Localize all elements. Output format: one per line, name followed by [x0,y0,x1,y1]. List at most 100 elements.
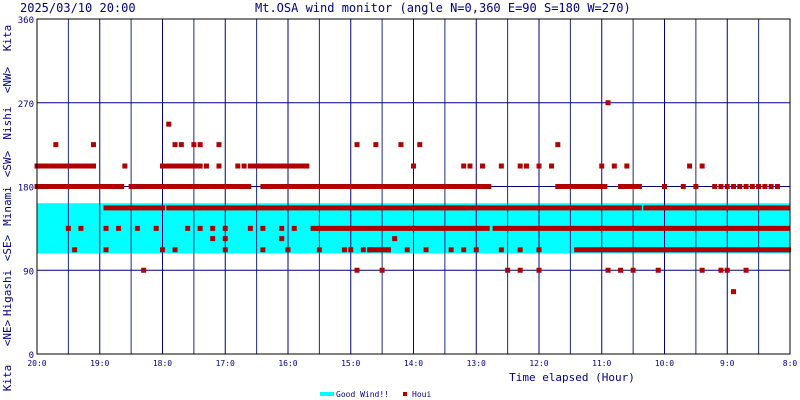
data-point [756,225,762,231]
data-point [429,184,435,189]
data-point [227,205,233,211]
data-point [241,163,247,169]
data-point [484,225,490,231]
data-point [298,184,304,189]
data-point [600,225,606,231]
data-point [589,205,595,211]
data-point [172,247,178,253]
data-point [676,205,682,211]
data-point [296,205,302,211]
data-point [687,247,693,253]
data-point [734,247,740,253]
data-point [575,205,581,211]
data-point [556,205,562,211]
data-point [315,225,321,231]
data-point [194,205,200,211]
data-point [647,225,653,231]
side-label-se: <SE> [1,234,14,261]
data-point [316,247,322,253]
data-point [649,247,655,253]
data-point [210,225,216,231]
data-point [354,184,360,189]
data-point [360,247,366,253]
data-point [180,205,186,211]
data-point [671,225,677,231]
data-point [622,205,628,211]
data-point [492,225,498,231]
data-point [616,247,622,253]
data-point [324,205,330,211]
data-point [263,205,269,211]
data-point [752,247,758,253]
data-point [465,225,471,231]
data-point [627,205,633,211]
data-point [781,247,787,253]
data-point [486,184,492,189]
data-point [266,163,272,169]
data-point [199,184,205,189]
data-point [624,163,630,169]
side-label-higashi: Higashi [1,270,14,316]
data-point [352,225,358,231]
data-point [156,184,162,189]
data-point [614,225,620,231]
data-point [425,184,431,189]
data-point [727,205,733,211]
data-point [269,184,275,189]
data-point [571,205,577,211]
data-point [152,184,158,189]
data-point [699,163,705,169]
x-tick-label: 18:0 [153,359,172,368]
data-point [338,205,344,211]
data-point [307,184,313,189]
data-point [618,205,624,211]
data-point [647,205,653,211]
data-point [428,225,434,231]
data-point [178,142,184,148]
data-point [291,205,297,211]
data-point [742,225,748,231]
data-point [90,163,96,169]
data-point [498,163,504,169]
data-point [241,184,247,189]
data-point [618,184,624,189]
data-point [279,184,285,189]
data-point [122,205,128,211]
x-tick-label: 8:0 [783,359,798,368]
data-point [247,225,253,231]
data-point [547,205,553,211]
data-point [312,184,318,189]
data-point [737,184,743,189]
data-point [147,184,153,189]
data-point [362,225,368,231]
data-point [39,184,45,189]
data-point [161,184,167,189]
data-point [694,205,700,211]
data-point [737,225,743,231]
data-point [599,205,605,211]
data-point [779,225,785,231]
data-point [367,247,373,253]
data-point [596,225,602,231]
data-point [718,184,724,189]
data-point [279,236,285,242]
y-tick-label: 180 [18,184,34,194]
data-point [643,225,649,231]
data-point [635,247,641,253]
data-point [78,225,84,231]
data-point [784,225,790,231]
data-point [192,163,198,169]
data-point [246,184,252,189]
data-point [668,247,674,253]
data-point [709,225,715,231]
data-point [443,205,449,211]
data-point [577,225,583,231]
data-point [605,225,611,231]
data-point [58,163,64,169]
data-point [544,225,550,231]
data-point [197,142,203,148]
data-point [166,121,172,127]
data-point [425,205,431,211]
data-point [119,184,125,189]
